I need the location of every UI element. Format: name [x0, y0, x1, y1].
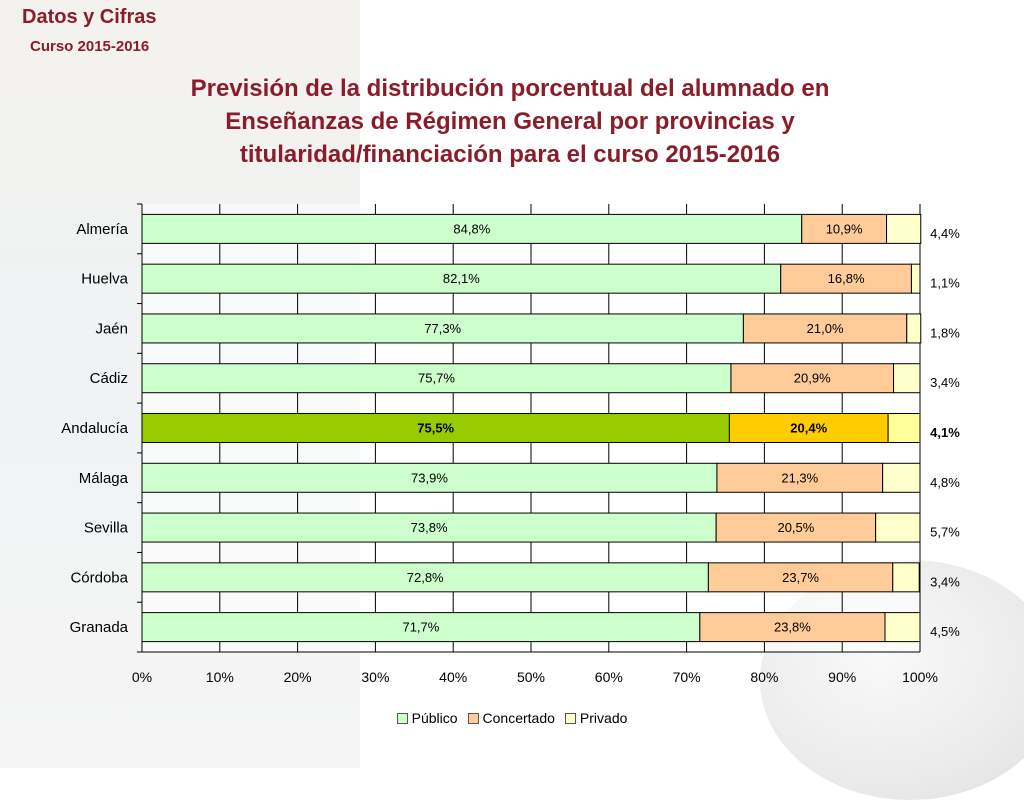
x-tick-label: 0% — [132, 669, 152, 685]
bar-segment-publico — [141, 512, 717, 543]
course-label: Curso 2015-2016 — [30, 38, 150, 55]
legend-item-privado: Privado — [564, 710, 628, 726]
bar-segment-privado — [906, 313, 922, 344]
bar-segment-publico — [141, 612, 701, 643]
x-tick-label: 40% — [439, 669, 467, 685]
bar-segment-concertado — [730, 363, 895, 394]
data-label-concertado: 23,7% — [782, 570, 819, 585]
data-label-concertado: 20,9% — [794, 371, 831, 386]
category-label: Andalucía — [61, 420, 128, 437]
category-label: Sevilla — [84, 520, 129, 537]
bar-segment-publico — [141, 213, 803, 244]
legend-label-publico: Público — [411, 710, 458, 726]
legend-item-publico: Público — [396, 710, 458, 726]
bar-segment-privado — [893, 363, 921, 394]
legend-swatch-publico — [396, 712, 408, 724]
data-label-publico: 71,7% — [402, 620, 439, 635]
data-label-publico: 77,3% — [424, 321, 461, 336]
bar-segment-publico — [141, 263, 782, 294]
legend-item-concertado: Concertado — [467, 710, 555, 726]
data-label-concertado: 20,5% — [777, 520, 814, 535]
category-label: Almería — [76, 221, 128, 238]
bar-segment-concertado — [780, 263, 912, 294]
bar-segment-publico — [141, 313, 744, 344]
brand-title: Datos y Cifras — [22, 6, 157, 28]
bar-segment-concertado — [742, 313, 908, 344]
legend-label-concertado: Concertado — [482, 710, 555, 726]
bar-segment-privado — [910, 263, 921, 294]
data-label-publico: 73,9% — [411, 470, 448, 485]
data-label-privado: 4,5% — [930, 624, 960, 639]
x-tick-label: 80% — [750, 669, 778, 685]
data-label-privado: 3,4% — [930, 375, 960, 390]
chart-legend: Público Concertado Privado — [0, 710, 1024, 726]
x-tick-label: 60% — [595, 669, 623, 685]
data-label-concertado: 21,0% — [807, 321, 844, 336]
x-tick-label: 90% — [828, 669, 856, 685]
bar-segment-privado — [882, 462, 921, 493]
x-tick-label: 30% — [361, 669, 389, 685]
category-label: Cádiz — [90, 370, 128, 387]
data-label-publico: 75,5% — [417, 421, 454, 436]
legend-swatch-privado — [564, 712, 576, 724]
bar-segment-publico — [141, 363, 732, 394]
x-tick-label: 100% — [902, 669, 938, 685]
data-label-privado: 3,4% — [930, 574, 960, 589]
data-label-publico: 84,8% — [453, 221, 490, 236]
bar-segment-concertado — [728, 413, 889, 443]
legend-swatch-concertado — [467, 712, 479, 724]
category-label: Huelva — [81, 271, 128, 288]
data-label-publico: 72,8% — [407, 570, 444, 585]
bar-segment-privado — [884, 612, 921, 643]
data-label-privado: 1,8% — [930, 325, 960, 340]
category-label: Granada — [70, 619, 129, 636]
bar-segment-privado — [887, 413, 921, 443]
stacked-bar-chart: 0% 10% 20% 30% 40% 50% 60% 70% 80% 90% 100% Almería… — [61, 203, 960, 685]
bar-segment-concertado — [707, 562, 894, 593]
data-label-concertado: 16,8% — [828, 271, 865, 286]
legend-label-privado: Privado — [579, 710, 628, 726]
category-label: Málaga — [79, 470, 129, 487]
data-label-privado: 4,1% — [930, 425, 960, 440]
data-label-privado: 1,1% — [930, 276, 960, 291]
bar-segment-privado — [892, 562, 920, 593]
x-tick-label: 20% — [284, 669, 312, 685]
data-label-concertado: 10,9% — [826, 221, 863, 236]
bar-segment-privado — [875, 512, 921, 543]
data-label-privado: 4,8% — [930, 475, 960, 490]
x-tick-label: 50% — [517, 669, 545, 685]
data-label-publico: 82,1% — [443, 271, 480, 286]
data-label-privado: 5,7% — [930, 525, 960, 540]
category-label: Córdoba — [70, 569, 128, 586]
data-label-publico: 73,8% — [411, 520, 448, 535]
chart-title: Previsión de la distribución porcentual … — [190, 75, 830, 168]
bar-segment-publico — [141, 413, 730, 443]
x-tick-label: 70% — [673, 669, 701, 685]
x-tick-label: 10% — [206, 669, 234, 685]
data-label-publico: 75,7% — [418, 371, 455, 386]
bar-segment-concertado — [699, 612, 886, 643]
data-label-concertado: 23,8% — [774, 620, 811, 635]
data-label-concertado: 20,4% — [790, 421, 827, 436]
category-label: Jaén — [95, 320, 128, 337]
bar-segment-publico — [141, 462, 718, 493]
bar-segment-concertado — [715, 512, 877, 543]
data-label-privado: 4,4% — [930, 226, 960, 241]
bar-segment-privado — [886, 213, 922, 244]
data-label-concertado: 21,3% — [781, 470, 818, 485]
